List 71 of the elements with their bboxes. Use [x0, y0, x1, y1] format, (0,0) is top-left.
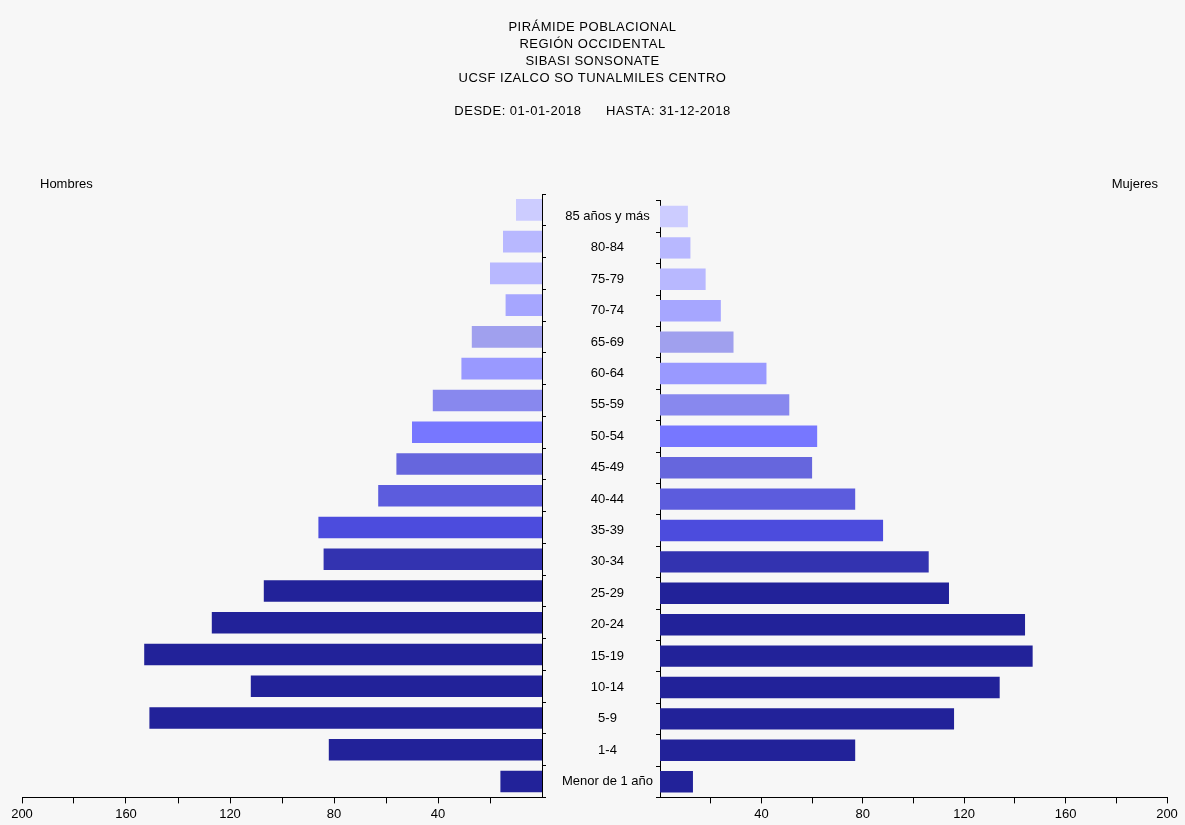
bar	[660, 645, 1033, 667]
bar	[328, 738, 542, 761]
y-tick-label: 25-29	[590, 584, 625, 600]
y-tick-label: 20-24	[590, 616, 625, 632]
bar	[660, 708, 955, 730]
bar	[323, 548, 542, 571]
bar	[396, 453, 542, 475]
text: PIRÁMIDE POBLACIONAL REGIÓN OCCIDENTAL SIBASI SONSONATE UCSF IZALCO SO TUNALMILES CENTRO	[457, 18, 728, 86]
bar	[490, 262, 542, 285]
y-tick-label: 1-4	[598, 741, 617, 757]
y-tick-label: 80-84	[590, 239, 625, 255]
bar	[660, 488, 856, 510]
y-tick-label: 40-44	[590, 490, 625, 506]
bar	[660, 582, 949, 604]
x-tick-label: 40	[754, 805, 769, 821]
x-tick-label: 80	[855, 805, 871, 821]
bar	[505, 294, 542, 316]
text: Mujeres	[1111, 176, 1158, 191]
bar	[412, 421, 542, 443]
bar	[660, 362, 767, 385]
bar	[660, 551, 929, 573]
x-tick-label: 160	[115, 805, 137, 821]
y-tick-label: 35-39	[590, 522, 625, 538]
bar	[660, 205, 688, 228]
bar	[660, 771, 693, 793]
y-tick-label: Menor de 1 año	[561, 773, 654, 789]
bar	[660, 425, 818, 447]
bar	[660, 739, 856, 761]
y-tick-label: 15-19	[590, 647, 625, 663]
text: Hombres	[40, 176, 93, 191]
bar	[211, 611, 542, 634]
x-tick-label: 120	[953, 805, 976, 821]
y-tick-label: 55-59	[590, 396, 625, 412]
bar	[432, 389, 542, 412]
bar	[660, 300, 721, 322]
bar	[660, 457, 813, 479]
bar	[660, 237, 691, 259]
bar	[149, 707, 542, 729]
text: DESDE: 01-01-2018 HASTA: 31-12-2018	[453, 103, 732, 118]
y-tick-label: 10-14	[590, 679, 625, 695]
y-tick-label: 50-54	[590, 427, 625, 443]
bar	[500, 770, 542, 793]
bar	[503, 230, 542, 253]
bar	[660, 614, 1026, 636]
bar	[660, 676, 1000, 699]
bar	[660, 268, 706, 290]
x-tick-label: 120	[219, 805, 241, 821]
bar	[263, 580, 542, 602]
y-tick-label: 65-69	[590, 333, 625, 349]
y-tick-label: 45-49	[590, 459, 625, 475]
y-tick-label: 5-9	[598, 710, 617, 726]
x-tick-label: 200	[11, 805, 33, 821]
x-tick-label: 200	[1156, 805, 1178, 821]
y-tick-label: 75-79	[590, 270, 625, 286]
y-tick-label: 85 años y más	[565, 208, 651, 224]
y-tick-label: 30-34	[590, 553, 625, 569]
bar	[250, 675, 542, 698]
x-tick-label: 80	[326, 805, 342, 821]
y-tick-label: 70-74	[590, 302, 625, 318]
bar	[144, 643, 542, 666]
bar	[471, 326, 542, 348]
bar	[516, 199, 542, 221]
bar	[461, 357, 542, 380]
x-tick-label: 40	[430, 805, 446, 821]
bar	[660, 394, 790, 416]
y-tick-label: 60-64	[590, 365, 625, 381]
bar	[318, 516, 542, 539]
x-tick-label: 160	[1054, 805, 1077, 821]
bar	[378, 484, 542, 507]
bar	[660, 519, 884, 542]
bar	[660, 331, 734, 353]
